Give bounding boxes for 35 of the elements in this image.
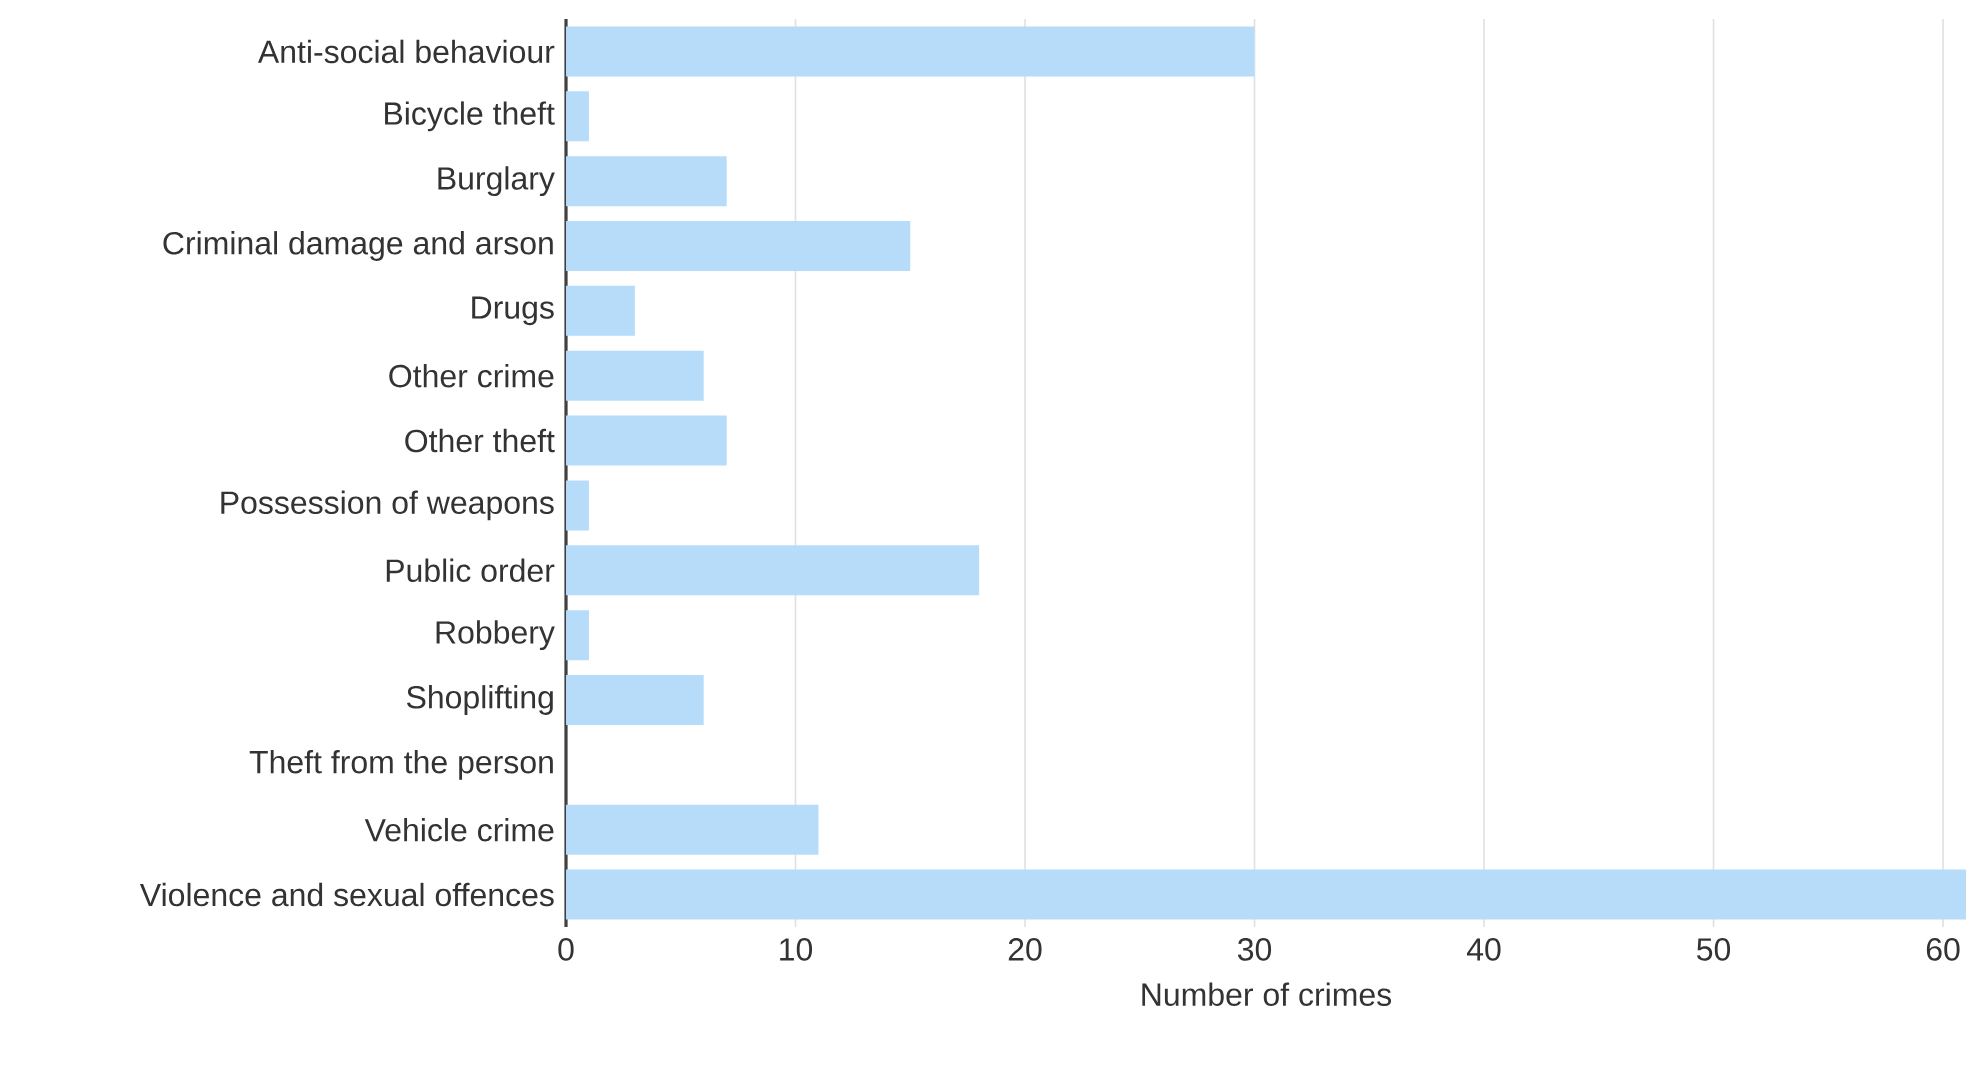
y-tick-label: Possession of weapons (221, 490, 554, 521)
x-tick-label: 0 (558, 938, 574, 961)
bar (566, 91, 589, 142)
bar (566, 610, 589, 661)
x-tick-label: 50 (1697, 938, 1731, 961)
x-tick-label: 60 (1926, 938, 1960, 961)
bar (566, 545, 980, 596)
bar (566, 26, 1255, 77)
bar (566, 350, 704, 401)
bar (566, 156, 727, 207)
y-tick-label: Vehicle crime (364, 817, 554, 842)
y-tick-label: Violence and sexual offences (139, 882, 554, 907)
y-tick-label: Theft from the person (249, 749, 553, 780)
y-tick-label: Bicycle theft (385, 101, 555, 132)
y-tick-label: Other theft (405, 428, 555, 453)
bar (566, 675, 704, 725)
y-tick-label: Public order (386, 558, 555, 583)
x-axis-title: Number of crimes (1142, 982, 1392, 1006)
y-tick-label: Shoplifting (406, 685, 553, 715)
bar (566, 221, 911, 271)
x-tick-label: 40 (1466, 938, 1501, 961)
bar (566, 285, 635, 336)
bar (566, 415, 727, 466)
bar (566, 869, 1966, 920)
x-tick-label: 20 (1008, 938, 1042, 961)
bar (566, 804, 819, 855)
x-tick-label: 10 (780, 938, 813, 961)
y-tick-label: Criminal damage and arson (163, 231, 553, 261)
x-tick-label: 30 (1237, 938, 1272, 961)
y-tick-label: Other crime (389, 363, 554, 388)
y-tick-label: Robbery (436, 620, 555, 651)
y-tick-label: Drugs (472, 296, 554, 326)
y-tick-label: Anti-social behaviour (257, 39, 555, 64)
bar (566, 480, 589, 531)
y-tick-label: Burglary (438, 166, 555, 197)
